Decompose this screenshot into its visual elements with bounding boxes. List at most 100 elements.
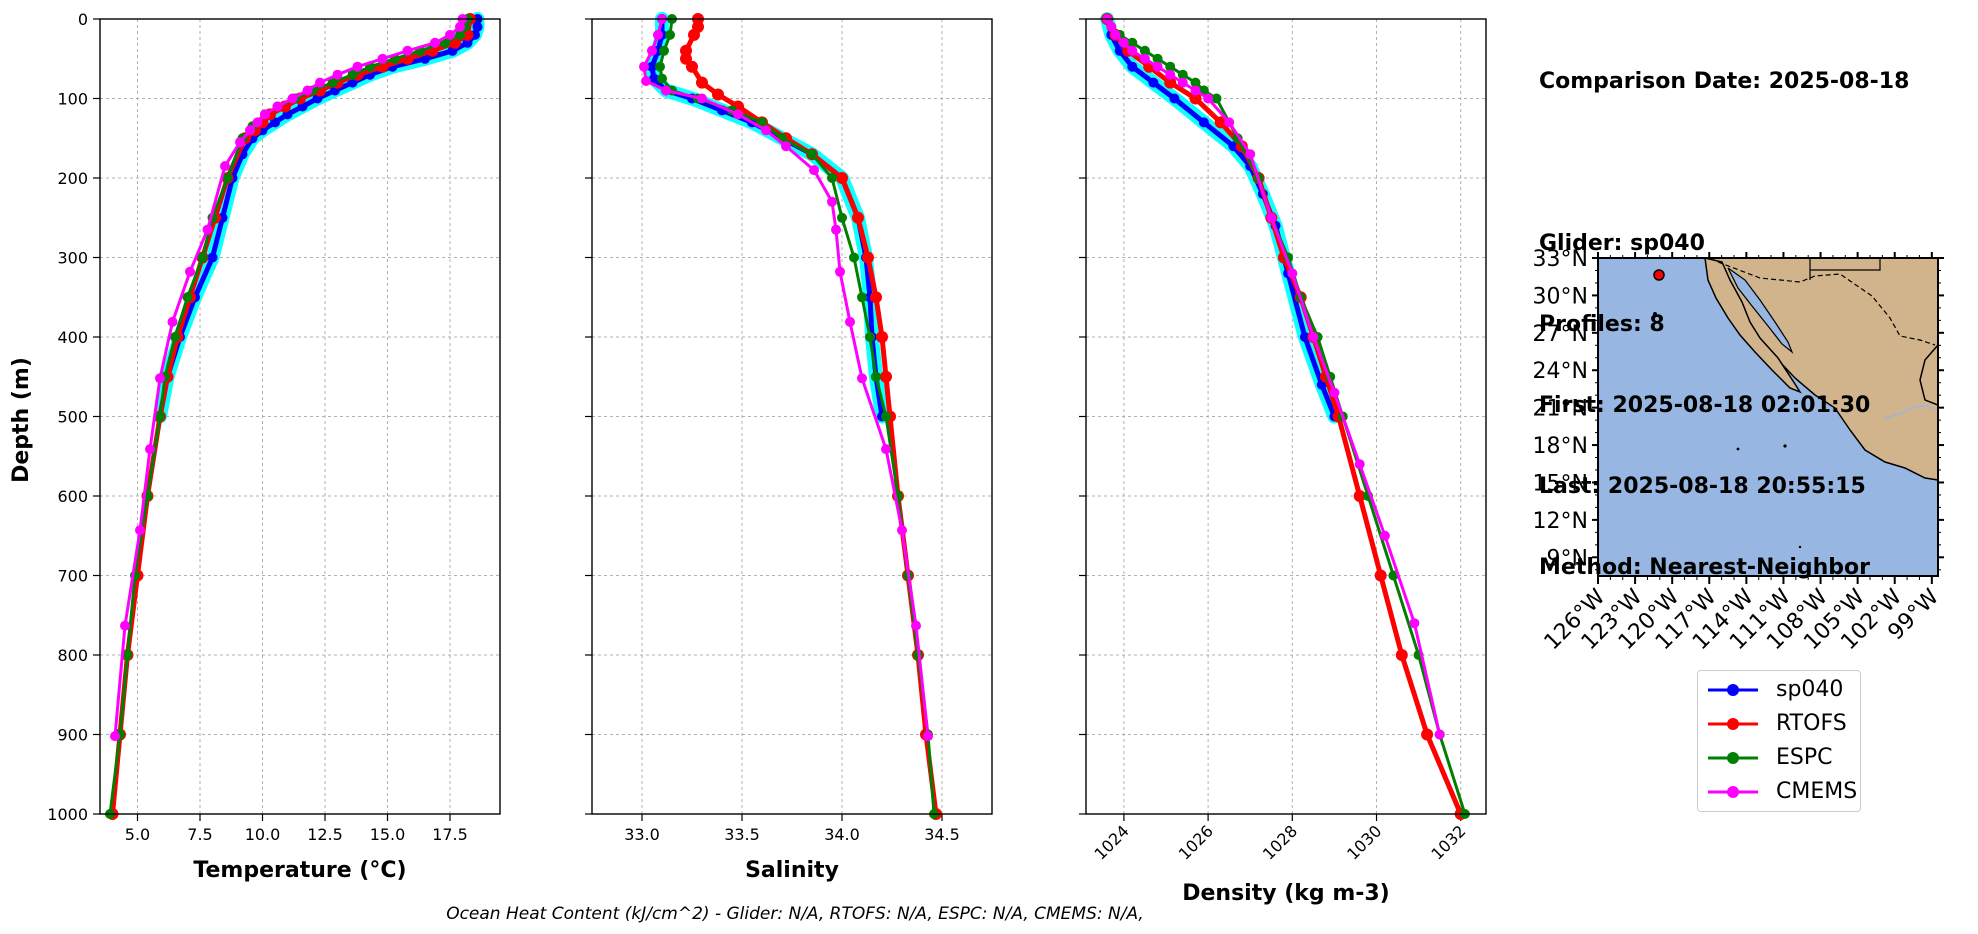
ocean-heat-content-footer: Ocean Heat Content (kJ/cm^2) - Glider: N… bbox=[446, 904, 1144, 924]
series-point-cmems bbox=[1165, 69, 1176, 80]
series-point-rtofs bbox=[836, 172, 848, 184]
series-point-cmems bbox=[272, 101, 283, 112]
x-tick-label: 5.0 bbox=[125, 825, 150, 844]
series-point-cmems bbox=[1245, 149, 1256, 160]
series-point-cmems bbox=[245, 125, 255, 136]
y-tick-label: 0 bbox=[78, 10, 88, 29]
info-line: Profiles: 8 bbox=[1539, 312, 1665, 337]
y-tick-label: 700 bbox=[57, 567, 88, 586]
series-point-cmems bbox=[302, 85, 313, 96]
series-point-sp040 bbox=[1228, 141, 1239, 152]
map-island bbox=[1736, 447, 1740, 451]
series-point-cmems bbox=[897, 525, 907, 536]
series-point-cmems bbox=[252, 117, 263, 128]
x-axis-label: Salinity bbox=[745, 858, 839, 883]
series-point-cmems bbox=[831, 224, 841, 235]
series-point-rtofs bbox=[1395, 649, 1408, 661]
series-point-cmems bbox=[911, 620, 921, 631]
series-point-cmems bbox=[145, 444, 155, 455]
series-point-rtofs bbox=[686, 60, 698, 73]
series-point-cmems bbox=[235, 137, 245, 148]
series-point-cmems bbox=[845, 316, 855, 327]
series-point-cmems bbox=[733, 109, 743, 120]
map-lat-label: 9°N bbox=[1547, 546, 1588, 571]
series-point-cmems bbox=[1118, 37, 1129, 48]
series-point-cmems bbox=[647, 45, 657, 56]
x-tick-label: 1026 bbox=[1175, 821, 1217, 863]
series-point-cmems bbox=[1266, 212, 1277, 223]
series-point-rtofs bbox=[461, 28, 474, 41]
axes-frame bbox=[591, 18, 993, 815]
series-point-cmems bbox=[445, 29, 455, 40]
map-island bbox=[1653, 312, 1657, 316]
series-point-espc bbox=[170, 332, 180, 342]
series-point-cmems bbox=[1224, 117, 1235, 128]
series-point-cmems bbox=[220, 161, 230, 172]
legend-label: RTOFS bbox=[1776, 711, 1847, 736]
series-point-espc bbox=[857, 292, 867, 303]
y-tick-label: 500 bbox=[57, 408, 88, 427]
series-point-rtofs bbox=[880, 370, 892, 383]
series-point-sp040 bbox=[1148, 77, 1159, 88]
map-lat-label: 15°N bbox=[1533, 471, 1588, 496]
info-line bbox=[1539, 149, 1909, 176]
series-point-rtofs bbox=[712, 88, 724, 101]
legend-item: sp040 bbox=[1706, 675, 1856, 705]
series-point-cmems bbox=[639, 61, 649, 72]
series-point-cmems bbox=[1308, 332, 1319, 342]
series-point-espc bbox=[347, 69, 358, 80]
map-border-north bbox=[1809, 258, 1881, 280]
series-point-rtofs bbox=[1353, 490, 1366, 502]
info-line: Last: 2025-08-18 20:55:15 bbox=[1539, 474, 1866, 499]
map-lat-label: 30°N bbox=[1533, 284, 1588, 309]
series-band-sp040 bbox=[1100, 12, 1342, 424]
legend-item: CMEMS bbox=[1706, 777, 1857, 807]
series-point-rtofs bbox=[1374, 569, 1387, 582]
map-border bbox=[1717, 261, 1936, 346]
series-point-sp040 bbox=[207, 252, 218, 263]
series-point-cmems bbox=[1152, 61, 1163, 72]
x-tick-label: 1030 bbox=[1343, 821, 1385, 863]
series-point-cmems bbox=[120, 620, 130, 631]
series-point-cmems bbox=[761, 125, 771, 136]
x-tick-label: 1024 bbox=[1090, 821, 1132, 863]
series-point-espc bbox=[155, 411, 165, 422]
series-point-cmems bbox=[1190, 85, 1201, 96]
axes-frame bbox=[1085, 18, 1487, 815]
info-line: Comparison Date: 2025-08-18 bbox=[1539, 69, 1910, 94]
series-point-cmems bbox=[185, 266, 195, 277]
series-point-cmems bbox=[1177, 77, 1188, 88]
series-point-cmems bbox=[377, 53, 388, 64]
series-point-rtofs bbox=[688, 28, 700, 41]
series-point-cmems bbox=[1379, 530, 1390, 541]
legend-swatch-sp040 bbox=[1708, 684, 1758, 696]
x-tick-label: 34.0 bbox=[824, 825, 860, 844]
series-point-espc bbox=[827, 173, 837, 183]
series-point-cmems bbox=[315, 77, 325, 88]
temperature-panel: 5.0 7.5 10.0 12.5 15.0 17.5 0 100 200 300 400 500 60… bbox=[47, 10, 501, 883]
location-map: 33°N30°N27°N24°N21°N18°N15°N12°N9°N126°W… bbox=[1533, 247, 1945, 655]
series-point-rtofs bbox=[1164, 76, 1177, 89]
info-line: Glider: sp040 bbox=[1539, 231, 1705, 256]
legend-item: RTOFS bbox=[1706, 709, 1856, 739]
series-point-cmems bbox=[260, 109, 270, 120]
series-point-cmems bbox=[1110, 29, 1121, 40]
series-point-espc bbox=[655, 61, 665, 72]
series-point-espc bbox=[1165, 61, 1176, 72]
axes-frame bbox=[99, 18, 501, 815]
series-band-sp040 bbox=[645, 12, 889, 424]
map-lat-label: 27°N bbox=[1533, 322, 1588, 347]
series-point-rtofs bbox=[876, 331, 888, 343]
legend-swatch-rtofs bbox=[1708, 718, 1758, 730]
y-tick-label: 100 bbox=[57, 90, 88, 109]
legend-item: ESPC bbox=[1706, 743, 1856, 773]
y-tick-label: 300 bbox=[57, 249, 88, 268]
series-point-espc bbox=[455, 29, 465, 40]
x-tick-label: 33.0 bbox=[624, 825, 660, 844]
info-line: First: 2025-08-18 02:01:30 bbox=[1539, 393, 1871, 418]
series-point-cmems bbox=[352, 61, 363, 72]
series-point-espc bbox=[1177, 69, 1188, 80]
map-lat-label: 33°N bbox=[1533, 247, 1588, 272]
map-lat-label: 24°N bbox=[1533, 359, 1588, 384]
map-island bbox=[1798, 545, 1802, 549]
